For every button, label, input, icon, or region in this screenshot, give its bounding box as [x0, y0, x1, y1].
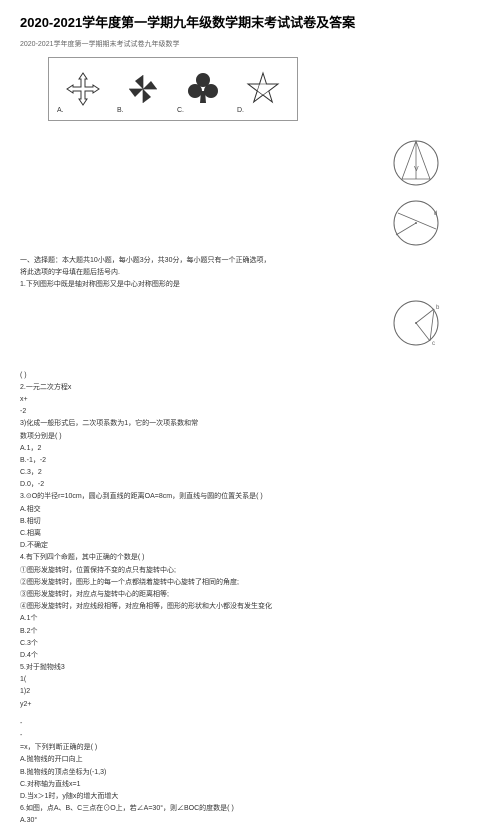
page-subtitle: 2020-2021学年度第一学期期末考试试卷九年级数学 [20, 39, 484, 49]
text-line: A.抛物线的开口向上 [20, 754, 484, 765]
text-line: 3.⊙O的半径r=10cm，圆心到直线的距离OA=8cm，则直线与圆的位置关系是… [20, 491, 484, 502]
circle-figure-3: b c [20, 295, 484, 351]
text-line: D.当x＞1时，y随x的增大而增大 [20, 791, 484, 802]
text-line: A.1个 [20, 613, 484, 624]
club-icon [183, 69, 223, 109]
text-line: ③图形发旋转时，对应点与旋转中心的距离相等; [20, 589, 484, 600]
circle-triangle-icon: V [388, 135, 444, 191]
circle-angle-icon: b c [388, 295, 444, 351]
text-line: 1.下列图形中既是轴对称图形又是中心对称图形的是 [20, 279, 484, 290]
text-line: ①图形发旋转时，位置保持不变的点只有旋转中心; [20, 565, 484, 576]
text-line: D.不确定 [20, 540, 484, 551]
text-line: 4.有下列四个命题，其中正确的个数是( ) [20, 552, 484, 563]
text-line: x+ [20, 394, 484, 405]
svg-text:d: d [434, 211, 437, 217]
text-line: ( ) [20, 370, 484, 381]
svg-text:c: c [432, 341, 435, 347]
figure-row: A. B. C. D. [48, 57, 298, 121]
text-line: C.对称轴为直线x=1 [20, 779, 484, 790]
text-line: 2.一元二次方程x [20, 382, 484, 393]
figure-label-c: C. [177, 107, 184, 114]
figure-b: B. [113, 62, 173, 116]
svg-text:b: b [436, 305, 440, 311]
cross-arrow-icon [63, 69, 103, 109]
text-line: B.相切 [20, 516, 484, 527]
circle-figure-1: V [20, 135, 484, 191]
text-line: 数项分别是( ) [20, 431, 484, 442]
svg-text:V: V [414, 166, 419, 173]
figure-label-a: A. [57, 107, 64, 114]
figure-label-b: B. [117, 107, 124, 114]
text-line: B.-1，-2 [20, 455, 484, 466]
text-line: C.3，2 [20, 467, 484, 478]
text-line: D.4个 [20, 650, 484, 661]
text-line: 将此选项的字母填在题后括号内. [20, 267, 484, 278]
page-title: 2020-2021学年度第一学期九年级数学期末考试试卷及答案 [20, 12, 484, 31]
text-line: ④图形发旋转时，对应线段相等，对应角相等，图形的形状和大小都没有发生变化 [20, 601, 484, 612]
text-line: C.3个 [20, 638, 484, 649]
figure-c: C. [173, 62, 233, 116]
figure-a: A. [53, 62, 113, 116]
text-line: A.相交 [20, 504, 484, 515]
text-line: y2+ [20, 699, 484, 710]
text-line: A.1，2 [20, 443, 484, 454]
star-icon [243, 69, 283, 109]
text-line: 6.如图，点A、B、C三点在⊙O上，若∠A=30°，则∠BOC的度数是( ) [20, 803, 484, 814]
text-line: -2 [20, 406, 484, 417]
text-line: 1)2 [20, 686, 484, 697]
text-line: - [20, 718, 484, 729]
figure-d: D. [233, 62, 293, 116]
pinwheel-icon [123, 69, 163, 109]
text-line: - [20, 730, 484, 741]
text-line: 一、选择题：本大题共10小题，每小题3分，共30分，每小题只有一个正确选项， [20, 255, 484, 266]
text-line: C.相离 [20, 528, 484, 539]
text-line: 1( [20, 674, 484, 685]
text-line: A.30° [20, 815, 484, 826]
text-line: ②图形发旋转时，图形上的每一个点都绕着旋转中心旋转了相同的角度; [20, 577, 484, 588]
text-line: =x，下列判断正确的是( ) [20, 742, 484, 753]
text-line: B.2个 [20, 626, 484, 637]
text-line: 5.对于抛物线3 [20, 662, 484, 673]
text-line: 3)化成一般形式后，二次项系数为1，它的一次项系数和常 [20, 418, 484, 429]
figure-label-d: D. [237, 107, 244, 114]
circle-chord-icon: d [388, 195, 444, 251]
circle-figure-2: d [20, 195, 484, 251]
text-line: B.抛物线的顶点坐标为(-1,3) [20, 767, 484, 778]
text-line: D.0，-2 [20, 479, 484, 490]
